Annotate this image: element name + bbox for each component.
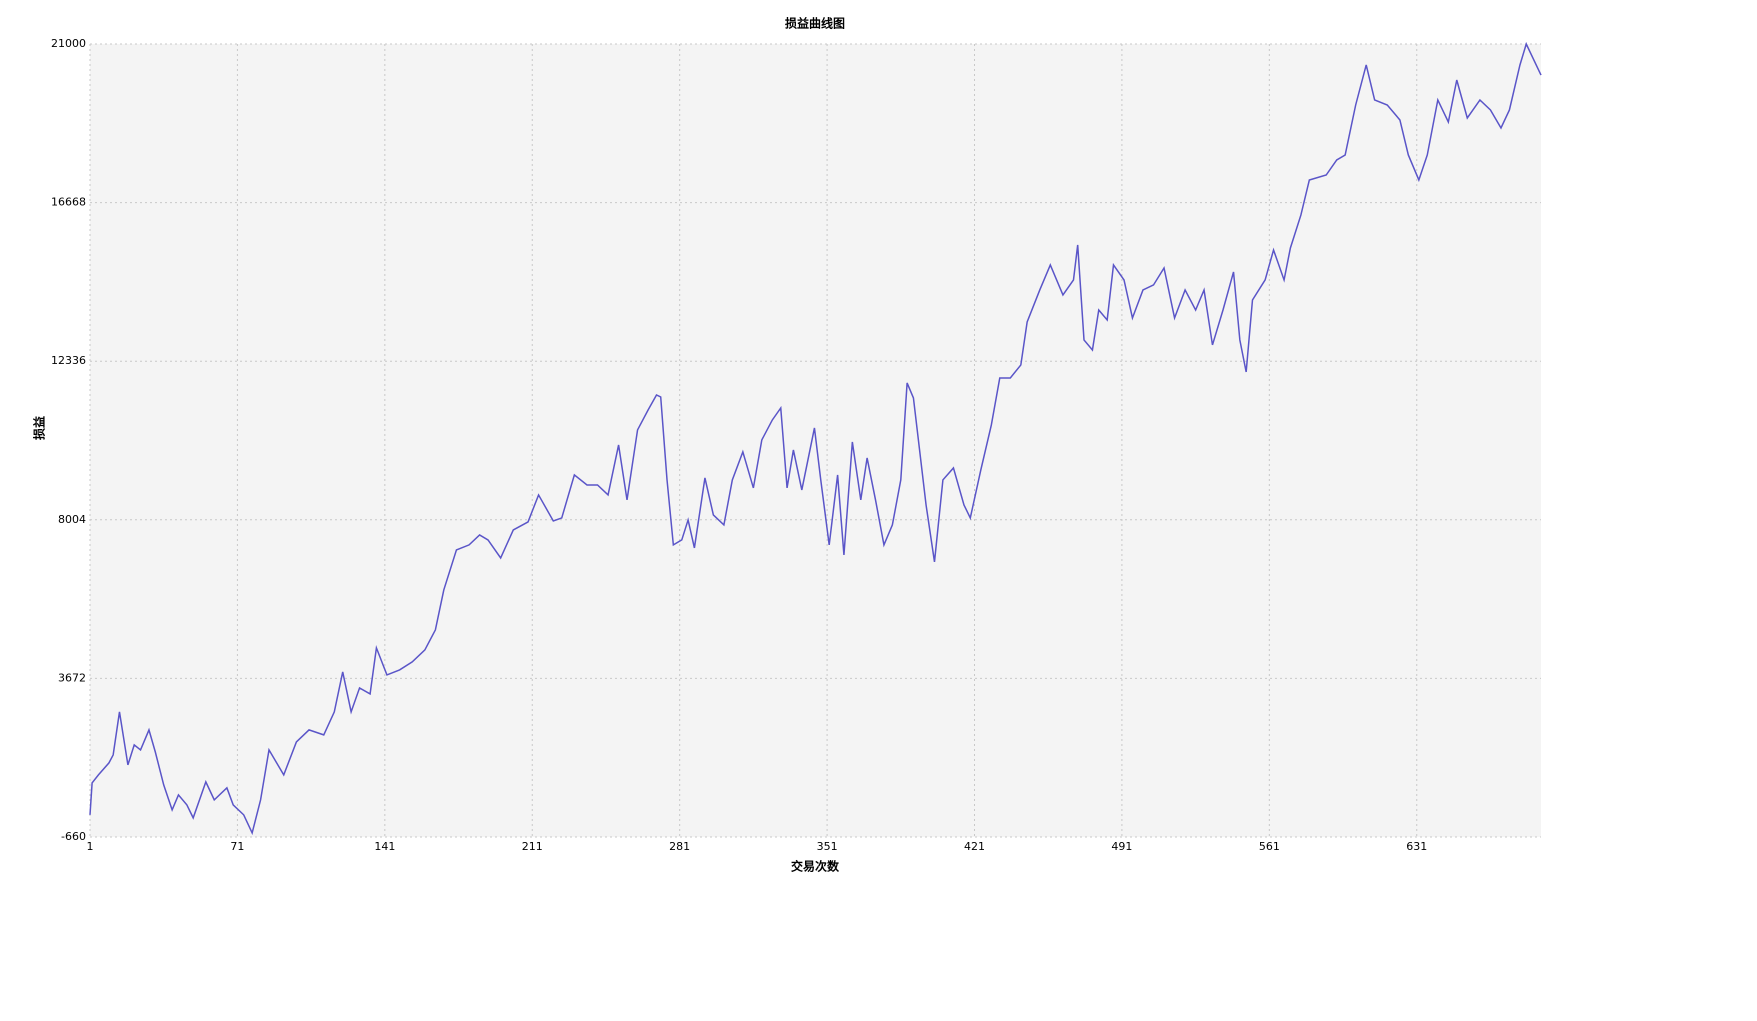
y-tick-label: 8004 (58, 513, 86, 526)
x-tick-label: 631 (1406, 840, 1427, 853)
y-tick-label: 21000 (51, 37, 86, 50)
series-line (89, 41, 1542, 836)
y-tick-label: 12336 (51, 354, 86, 367)
x-tick-label: 141 (374, 840, 395, 853)
x-tick-label: 561 (1259, 840, 1280, 853)
y-tick-label: -660 (61, 830, 86, 843)
y-tick-label: 16668 (51, 196, 86, 209)
x-tick-label: 351 (817, 840, 838, 853)
y-tick-label: 3672 (58, 671, 86, 684)
x-tick-label: 71 (230, 840, 244, 853)
chart-title: 损益曲线图 (785, 16, 845, 31)
x-tick-label: 421 (964, 840, 985, 853)
x-tick-label: 281 (669, 840, 690, 853)
x-tick-label: 211 (522, 840, 543, 853)
x-tick-label: 491 (1111, 840, 1132, 853)
x-axis-label: 交易次数 (791, 859, 840, 874)
x-tick-label: 1 (87, 840, 94, 853)
y-axis-label: 损益 (32, 416, 47, 440)
